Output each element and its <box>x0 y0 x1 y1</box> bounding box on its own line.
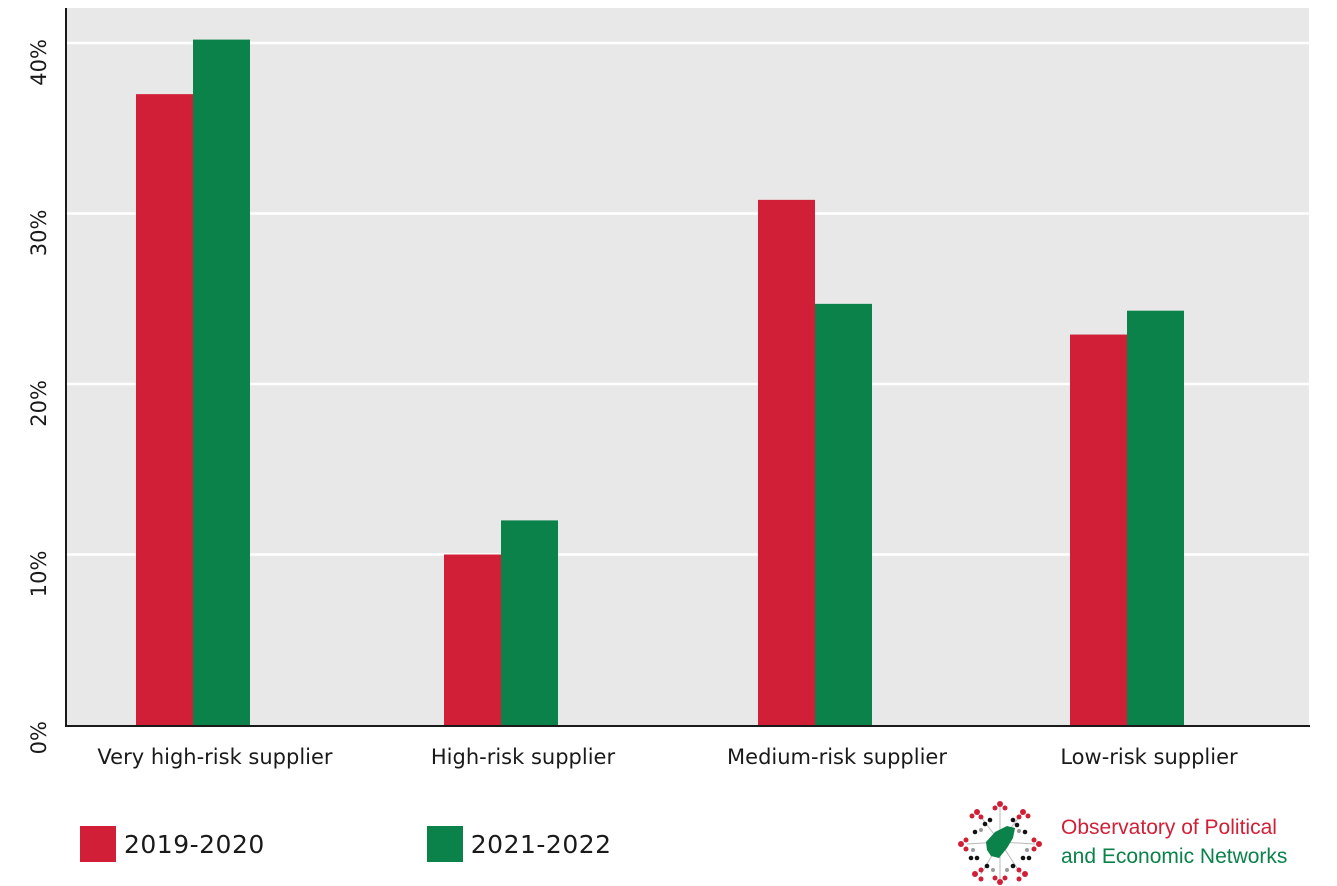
legend-label-series-1: 2019-2020 <box>124 829 265 859</box>
legend: 2019-2020 2021-2022 <box>80 826 774 862</box>
x-category-label: Very high-risk supplier <box>97 745 332 769</box>
bar-series-1-category-1 <box>136 94 193 725</box>
bar-series-1-category-2 <box>444 554 501 725</box>
y-tick-labels: 0% 10% 20% 30% 40% <box>27 39 51 754</box>
bar-series-1-category-3 <box>758 199 815 726</box>
bar-series-2-category-3 <box>815 303 872 725</box>
network-map-icon <box>958 801 1042 885</box>
legend-swatch-series-1 <box>80 826 116 862</box>
bar-series-1-category-4 <box>1070 334 1127 725</box>
x-category-label: Low-risk supplier <box>1060 745 1238 769</box>
legend-swatch-series-2 <box>426 826 463 862</box>
brand-line-2: and Economic Networks <box>1061 845 1288 868</box>
bars <box>136 39 1184 726</box>
legend-item-series-2: 2021-2022 <box>426 826 612 862</box>
brand-block: Observatory of Political and Economic Ne… <box>955 798 1330 886</box>
y-tick-label: 30% <box>27 210 51 257</box>
bar-series-2-category-1 <box>193 39 250 725</box>
legend-label-series-2: 2021-2022 <box>470 829 612 859</box>
legend-item-series-1: 2019-2020 <box>80 826 265 862</box>
y-tick-label: 20% <box>27 380 51 427</box>
bar-series-2-category-2 <box>501 520 558 725</box>
brand-name: Observatory of Political and Economic Ne… <box>1061 813 1287 871</box>
x-category-label: Medium-risk supplier <box>727 745 947 769</box>
x-category-labels: Very high-risk supplier High-risk supplie… <box>97 745 1238 769</box>
y-tick-label: 40% <box>27 39 51 86</box>
y-tick-label: 0% <box>27 721 51 754</box>
x-category-label: High-risk supplier <box>431 745 616 769</box>
bar-series-2-category-4 <box>1127 310 1184 725</box>
brand-line-1: Observatory of Political <box>1061 816 1277 839</box>
y-tick-label: 10% <box>27 551 51 598</box>
